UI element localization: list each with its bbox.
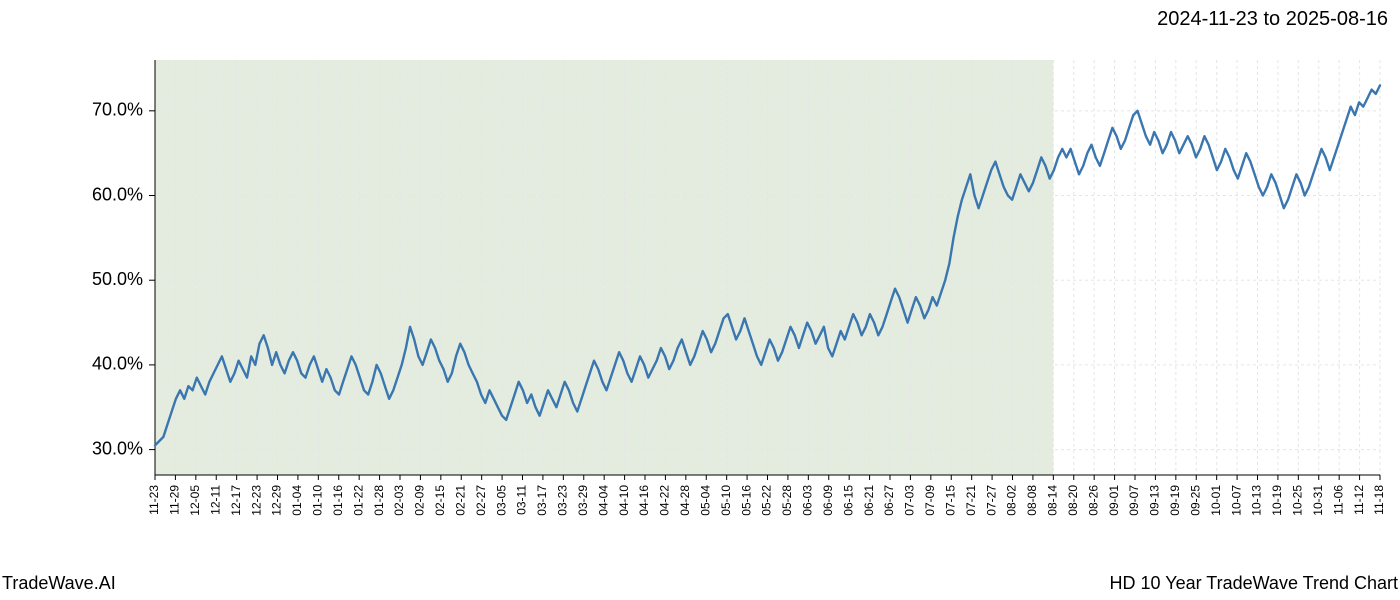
x-tick-label: 03-05 [494,485,508,516]
x-tick-label: 01-04 [290,485,304,516]
x-tick-label: 02-09 [413,485,427,516]
x-tick-label: 05-10 [719,485,733,516]
x-tick-label: 07-15 [943,485,957,516]
x-tick-label: 10-07 [1229,485,1243,516]
x-tick-label: 05-16 [739,485,753,516]
x-tick-label: 11-06 [1331,485,1345,515]
x-tick-label: 04-16 [637,485,651,516]
x-tick-label: 03-11 [515,485,529,515]
x-tick-label: 07-21 [964,485,978,516]
x-tick-label: 11-18 [1372,485,1386,515]
x-tick-label: 01-22 [351,485,365,516]
x-tick-label: 06-27 [882,485,896,516]
x-tick-label: 02-15 [433,485,447,516]
x-tick-label: 03-23 [556,485,570,516]
x-tick-label: 06-15 [841,485,855,516]
x-tick-label: 08-14 [1046,485,1060,516]
x-tick-label: 10-25 [1291,485,1305,516]
x-tick-label: 01-28 [372,485,386,516]
y-tick-label: 60.0% [92,184,143,204]
x-tick-label: 09-01 [1107,485,1121,516]
y-tick-label: 40.0% [92,354,143,374]
y-tick-label: 50.0% [92,269,143,289]
x-tick-label: 11-12 [1352,485,1366,515]
x-tick-label: 10-19 [1270,485,1284,516]
y-tick-label: 30.0% [92,438,143,458]
x-tick-label: 01-16 [331,485,345,516]
x-tick-label: 06-21 [862,485,876,516]
x-tick-label: 08-02 [1005,485,1019,516]
x-tick-label: 12-29 [270,485,284,516]
x-tick-label: 07-03 [903,485,917,516]
x-tick-label: 10-01 [1209,485,1223,516]
x-tick-label: 07-09 [923,485,937,516]
x-tick-label: 06-09 [821,485,835,516]
x-tick-label: 09-07 [1127,485,1141,516]
x-tick-label: 04-10 [617,485,631,516]
x-tick-label: 05-22 [760,485,774,516]
x-tick-label: 06-03 [801,485,815,516]
x-tick-label: 05-28 [780,485,794,516]
x-tick-label: 10-31 [1311,485,1325,516]
x-tick-label: 04-04 [596,485,610,516]
x-tick-label: 12-23 [249,485,263,516]
x-tick-label: 02-27 [474,485,488,516]
x-tick-label: 03-17 [535,485,549,516]
x-tick-label: 12-11 [208,485,222,515]
x-tick-label: 03-29 [576,485,590,516]
x-tick-label: 02-21 [453,485,467,516]
x-tick-label: 05-04 [698,485,712,516]
x-tick-label: 12-17 [229,485,243,516]
x-tick-label: 07-27 [984,485,998,516]
x-tick-label: 08-20 [1066,485,1080,516]
x-tick-label: 11-23 [147,485,161,515]
x-tick-label: 09-13 [1148,485,1162,516]
x-tick-label: 04-28 [678,485,692,516]
x-tick-label: 09-25 [1188,485,1202,516]
x-tick-label: 01-10 [311,485,325,516]
x-tick-label: 04-22 [658,485,672,516]
x-tick-label: 08-26 [1086,485,1100,516]
x-tick-label: 11-29 [168,485,182,515]
y-tick-label: 70.0% [92,100,143,120]
x-tick-label: 02-03 [392,485,406,516]
x-tick-label: 10-13 [1250,485,1264,516]
x-tick-label: 09-19 [1168,485,1182,516]
x-tick-label: 12-05 [188,485,202,516]
trend-chart: 30.0% 40.0% 50.0% 60.0% 70.0% 11-23 11-29 12-05… [0,0,1400,600]
chart-container: { "header": { "date_range": "2024-11-23 … [0,0,1400,600]
x-tick-label: 08-08 [1025,485,1039,516]
